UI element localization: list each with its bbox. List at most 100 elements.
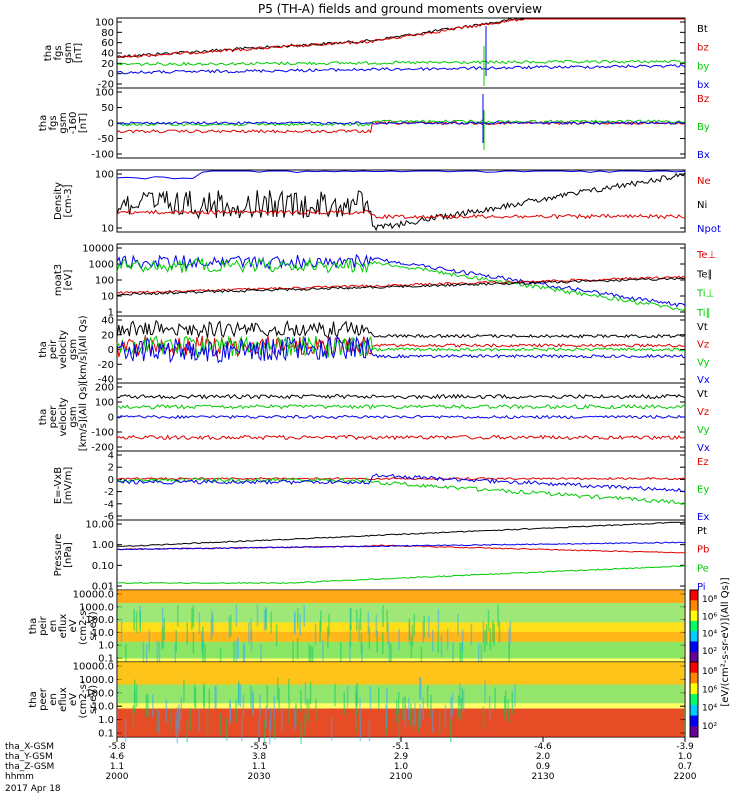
heatmap-streak <box>177 605 179 627</box>
x-value: 2.9 <box>394 752 409 762</box>
y-axis-label: tha fgs gsm [nT] <box>43 42 84 63</box>
colorbar-segment <box>690 715 698 727</box>
x-value: 0.9 <box>536 762 551 772</box>
y-label-line: eflux <box>58 614 69 639</box>
y-label-line: fgs <box>53 45 64 60</box>
heatmap-streak <box>243 642 246 665</box>
heatmap-streak <box>135 611 138 634</box>
heatmap-streak <box>410 636 413 659</box>
heatmap-streak <box>319 620 321 643</box>
heatmap-streak <box>356 682 358 705</box>
heatmap-streak <box>237 637 239 659</box>
heatmap-streak <box>242 694 245 718</box>
heatmap-streak <box>204 643 206 666</box>
y-label-line: fgs <box>48 115 59 130</box>
heatmap-streak <box>497 604 499 627</box>
heatmap-band <box>118 602 684 623</box>
y-label-line: eflux <box>58 687 69 712</box>
heatmap-streak <box>161 607 164 630</box>
heatmap-streak <box>328 614 330 636</box>
heatmap-streak <box>268 721 271 745</box>
heatmap-streak <box>175 713 177 736</box>
heatmap-streak <box>198 708 200 732</box>
heatmap-streak <box>315 698 317 721</box>
heatmap-streak <box>410 703 412 726</box>
legend-Npot: Npot <box>697 224 721 235</box>
heatmap-streak <box>361 643 363 666</box>
heatmap-streak <box>206 712 209 735</box>
heatmap-streak <box>417 709 419 733</box>
heatmap-streak <box>275 624 278 647</box>
y-axis-label: E=-VxB [mV/m] <box>53 467 74 505</box>
heatmap-streak <box>125 643 127 666</box>
heatmap-streak <box>235 604 238 627</box>
y-label-line: [km/s](All Qs) <box>78 383 89 451</box>
heatmap-streak <box>292 641 294 663</box>
heatmap-streak <box>511 691 514 714</box>
y-tick-label: 2 <box>108 463 114 474</box>
legend-Vy: Vy <box>697 425 710 436</box>
heatmap-streak <box>189 707 191 731</box>
y-tick-label: 200 <box>95 383 114 394</box>
heatmap-streak <box>183 679 185 703</box>
colorbar-segment <box>690 672 698 684</box>
colorbar-segment <box>690 610 698 622</box>
heatmap-streak <box>426 685 429 708</box>
heatmap-streak <box>142 641 145 663</box>
heatmap-streak <box>395 700 398 723</box>
heatmap-streak <box>390 643 392 666</box>
heatmap-streak <box>327 626 329 649</box>
x-row-label: tha_X-GSM <box>5 742 54 752</box>
x-value: 0.7 <box>678 762 692 772</box>
y-tick-label: 4 <box>108 451 114 462</box>
heatmap-streak <box>296 637 299 660</box>
heatmap-streak <box>242 644 245 666</box>
heatmap-streak <box>358 619 360 642</box>
heatmap-streak <box>431 709 434 733</box>
heatmap-streak <box>507 699 510 723</box>
heatmap-streak <box>385 705 387 728</box>
y-label-line: peir <box>38 615 49 635</box>
heatmap-streak <box>457 613 459 636</box>
trace-Vt <box>116 319 686 339</box>
trace-Ey <box>116 477 686 505</box>
legend-Ez: Ez <box>697 457 709 468</box>
y-tick-label: 100 <box>95 276 114 287</box>
x-value: 2100 <box>390 772 413 782</box>
y-tick-label: -50 <box>98 134 114 145</box>
trace-Ez <box>116 476 686 481</box>
heatmap-streak <box>482 706 485 730</box>
heatmap-streak <box>460 698 462 721</box>
heatmap-streak <box>407 697 410 721</box>
y-tick-label: 0 <box>108 413 114 424</box>
heatmap-streak <box>186 719 188 743</box>
heatmap-streak <box>256 604 259 627</box>
heatmap-streak <box>503 696 506 719</box>
heatmap-streak <box>322 639 324 661</box>
legend-Vx: Vx <box>697 443 710 454</box>
legend-By: By <box>697 122 710 133</box>
y-label-line: velocity <box>58 330 69 369</box>
x-value: 1.0 <box>678 752 693 762</box>
heatmap-streak <box>311 646 314 669</box>
y-tick-label: -4 <box>104 499 114 510</box>
heatmap-streak <box>306 698 308 721</box>
heatmap-streak <box>239 684 242 707</box>
y-axis-label: tha fgs gsm -160 [nT] <box>38 112 89 135</box>
trace-Vz <box>116 335 686 358</box>
y-tick-label: 10.0 <box>92 702 114 713</box>
panel-frame <box>116 382 686 452</box>
trace-Ex <box>116 473 686 493</box>
y-label-line: peer <box>48 405 59 429</box>
x-value: -4.6 <box>534 742 552 752</box>
legend-Ti∥: Ti∥ <box>696 308 711 319</box>
heatmap-streak <box>228 616 231 639</box>
heatmap-streak <box>158 710 160 733</box>
y-label-line: peer <box>38 687 49 711</box>
y-tick-label: 100 <box>95 170 114 181</box>
